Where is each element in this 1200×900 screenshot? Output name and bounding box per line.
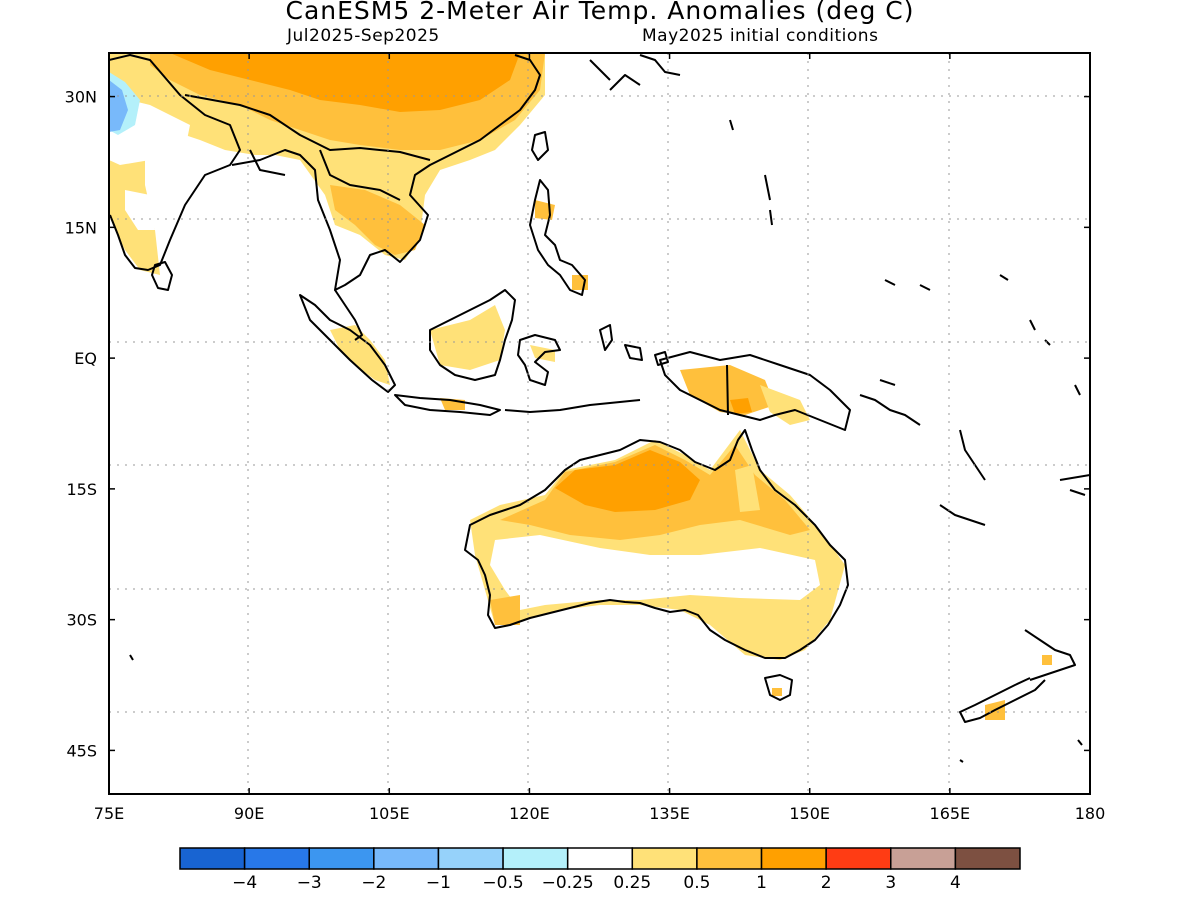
colorbar-label: 0.5 [683,873,710,893]
asia-strong-warm [170,53,520,112]
melanesia-islands-coastline [859,379,1090,526]
lat-tick-label: 15N [65,218,97,237]
anomaly-shading [109,53,1052,720]
colorbar-swatch [437,847,504,870]
borneo-weak-warm [430,305,505,370]
lon-tick-label: 180 [1075,804,1106,823]
indochina-moderate-warm [330,185,425,255]
lon-tick-label: 120E [509,804,550,823]
colorbar-label: 3 [885,873,896,893]
australia-coastline [464,429,849,659]
lon-tick-label: 150E [789,804,830,823]
cape-york-weak-warm [735,465,760,512]
lat-tick-label: 30S [66,611,97,630]
colorbar-swatch [954,847,1021,870]
pakistan-cool [109,80,128,132]
colorbar-label: −4 [232,873,257,893]
colorbar-label: −0.25 [542,873,594,893]
philippines-moderate-warm [535,200,555,220]
colorbar-label: −0.5 [482,873,523,893]
new-guinea-border [726,364,729,416]
pacific-islands-coastline [129,54,1083,763]
lon-tick-label: 135E [649,804,690,823]
colorbar-swatch [890,847,957,870]
sumatra-coastline [299,294,396,393]
lat-tick-label: 45S [66,741,97,760]
colorbar-label: −1 [426,873,451,893]
colorbar: −4 −3 −2 −1 −0.5 −0.25 0.25 0.5 1 2 3 4 [179,847,1021,893]
tasmania-moderate-warm [772,688,782,696]
australia-strong-warm [555,450,700,512]
north-island-moderate-warm [1042,655,1052,665]
colorbar-swatch [243,847,310,870]
tasmania-coastline [764,674,793,701]
southwest-australia-moderate-warm [490,595,520,625]
lon-tick-label: 75E [94,804,124,823]
lat-tick-label: 15S [66,480,97,499]
colorbar-swatch [502,847,569,870]
colorbar-label: 2 [821,873,832,893]
sulawesi-coastline [517,334,561,386]
latitude-axis: 30N 15N EQ 15S 30S 45S [65,88,1090,760]
central-australia-no-anomaly [490,535,820,610]
colorbar-swatch [825,847,892,870]
sri-lanka-coastline [151,261,173,291]
lat-tick-label: 30N [65,88,97,107]
colorbar-swatch [179,847,246,870]
colorbar-swatch [308,847,375,870]
mindanao-moderate-warm [572,275,588,290]
colorbar-label: −2 [361,873,386,893]
coastlines [109,54,1090,763]
forecast-period: Jul2025-Sep2025 [287,26,440,46]
lat-tick-label: EQ [74,349,97,368]
initial-conditions: May2025 initial conditions [642,26,879,46]
india-interior-borders [184,94,431,201]
colorbar-swatch [760,847,827,870]
colorbar-label: 4 [950,873,961,893]
asia-coastline [109,54,541,291]
map-title: CanESM5 2-Meter Air Temp. Anomalies (deg… [285,0,915,25]
colorbar-label: 0.25 [613,873,651,893]
maluku-coastline [599,324,669,366]
map-content [109,53,1090,794]
taiwan-coastline [531,131,549,161]
map-frame [108,52,1091,795]
lon-tick-label: 165E [930,804,971,823]
colorbar-swatch [566,847,634,870]
philippines-coastline [529,179,586,296]
central-india-no-anomaly [125,190,155,230]
new-guinea-strong-warm [730,398,752,414]
colorbar-label: −3 [297,873,322,893]
colorbar-label: 1 [756,873,767,893]
java-coastline [394,394,501,416]
colorbar-swatch [696,847,763,870]
colorbar-swatch [631,847,698,870]
lesser-sunda-coastline [504,399,641,413]
new-zealand-coastline [959,629,1076,723]
grid-lines [109,53,1090,794]
lon-tick-label: 105E [369,804,410,823]
new-guinea-coastline [659,351,851,431]
borneo-coastline [429,289,516,381]
sumatra-weak-warm [330,325,390,385]
colorbar-swatch [373,847,440,870]
longitude-axis: 75E 90E 105E 120E 135E 150E 165E 180 [94,53,1106,823]
lon-tick-label: 90E [234,804,264,823]
new-guinea-weak-warm [760,385,810,425]
